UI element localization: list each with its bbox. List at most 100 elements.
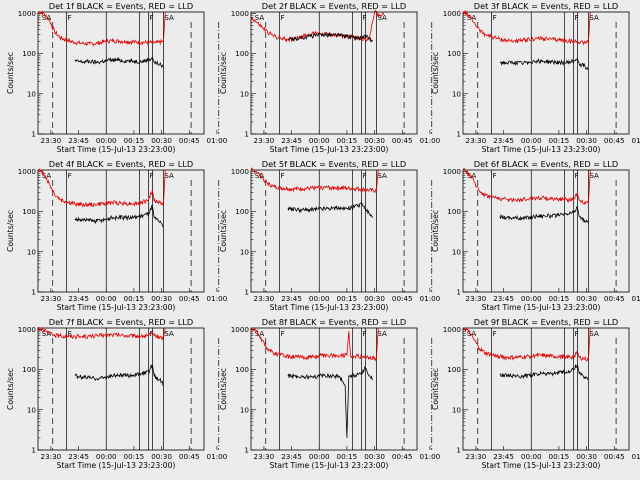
x-tick-label: 23:30 — [41, 136, 62, 145]
plot-frame — [462, 11, 630, 135]
x-axis-label: Start Time (15-Jul-13 23:23:00) — [482, 461, 601, 470]
y-tick-label: 10 — [240, 247, 250, 256]
x-tick-label: 00:00 — [309, 294, 330, 303]
x-tick-label: 23:45 — [493, 294, 514, 303]
x-axis-label: Start Time (15-Jul-13 23:23:00) — [57, 303, 176, 312]
y-tick-label: 1000 — [18, 167, 37, 176]
flag-label: SA — [164, 172, 174, 180]
y-tick-label: 100 — [22, 365, 36, 374]
x-tick-label: 00:00 — [521, 294, 542, 303]
flag-label: F — [68, 330, 72, 338]
x-tick-label: 23:45 — [493, 136, 514, 145]
x-tick-label: 01:00 — [420, 294, 441, 303]
y-axis-label: Counts/sec — [219, 210, 228, 252]
plot-frame — [37, 11, 205, 135]
x-tick-label: 00:45 — [392, 136, 413, 145]
x-tick-label: 00:15 — [337, 452, 358, 461]
x-tick-label: 00:15 — [124, 294, 145, 303]
plot-frame — [462, 169, 630, 293]
y-tick-label: 1000 — [443, 167, 462, 176]
x-tick-label: 01:00 — [420, 136, 441, 145]
series-events-line — [287, 32, 374, 43]
series-events-line — [74, 363, 164, 386]
y-tick-label: 100 — [235, 365, 249, 374]
x-tick-label: 00:45 — [604, 294, 625, 303]
x-tick-label: 00:30 — [576, 136, 597, 145]
flag-label: SA — [255, 172, 265, 180]
series-events-line — [499, 57, 589, 70]
flag-label: F — [281, 172, 285, 180]
panel-det-8: Det 8f BLACK = Events, RED = LLD Counts/s… — [219, 317, 441, 470]
flag-label: F — [493, 330, 497, 338]
x-tick-label: 00:00 — [521, 136, 542, 145]
series-lld-line — [462, 168, 591, 205]
x-tick-label: 00:45 — [604, 452, 625, 461]
x-tick-label: 00:30 — [576, 452, 597, 461]
x-axis-label: Start Time (15-Jul-13 23:23:00) — [270, 145, 389, 154]
x-tick-label: 00:15 — [124, 452, 145, 461]
x-tick-label: 01:00 — [207, 294, 228, 303]
y-tick-label: 1000 — [231, 167, 250, 176]
x-tick-label: 23:45 — [281, 452, 302, 461]
flag-label: F — [150, 330, 154, 338]
series-lld-line — [37, 10, 166, 47]
plot-frame — [462, 327, 630, 451]
y-tick-label: 1000 — [231, 325, 250, 334]
y-tick-label: 1 — [244, 130, 249, 139]
y-tick-label: 1000 — [443, 325, 462, 334]
x-axis-label: Start Time (15-Jul-13 23:23:00) — [482, 303, 601, 312]
x-tick-label: 00:45 — [392, 294, 413, 303]
x-tick-label: 23:45 — [68, 294, 89, 303]
plot-frame — [250, 327, 418, 451]
panel-title: Det 7f BLACK = Events, RED = LLD — [49, 317, 193, 327]
y-tick-label: 1000 — [443, 9, 462, 18]
panel-det-2: Det 2f BLACK = Events, RED = LLD Counts/s… — [219, 1, 441, 154]
panel-title: Det 3f BLACK = Events, RED = LLD — [474, 1, 618, 11]
y-tick-label: 1 — [31, 288, 36, 297]
x-tick-label: 00:15 — [337, 136, 358, 145]
x-tick-label: 00:30 — [364, 294, 385, 303]
x-tick-label: 00:15 — [549, 136, 570, 145]
y-tick-label: 1 — [456, 288, 461, 297]
x-tick-label: 23:45 — [281, 136, 302, 145]
plot-frame — [37, 327, 205, 451]
x-tick-label: 01:00 — [207, 136, 228, 145]
x-tick-label: 23:30 — [254, 136, 275, 145]
flag-label: F — [281, 14, 285, 22]
series-events-line — [499, 206, 589, 224]
panel-det-3: Det 3f BLACK = Events, RED = LLD Counts/s… — [431, 1, 640, 154]
x-tick-label: 23:30 — [41, 452, 62, 461]
x-tick-label: 00:30 — [151, 452, 172, 461]
x-tick-label: 00:30 — [151, 136, 172, 145]
plot-frame — [250, 11, 418, 135]
series-events-line — [74, 205, 164, 228]
y-tick-label: 1 — [456, 446, 461, 455]
x-tick-label: 00:30 — [364, 136, 385, 145]
y-tick-label: 1 — [31, 130, 36, 139]
y-tick-label: 100 — [235, 49, 249, 58]
flag-label: F — [150, 14, 154, 22]
x-tick-label: 00:00 — [309, 452, 330, 461]
flag-label: SA — [377, 14, 387, 22]
x-tick-label: 23:30 — [254, 294, 275, 303]
flag-label: SA — [42, 172, 52, 180]
y-axis-label: Counts/sec — [431, 368, 440, 410]
x-tick-label: 23:30 — [41, 294, 62, 303]
series-lld-line — [462, 9, 591, 46]
x-tick-label: 00:00 — [309, 136, 330, 145]
flag-label: SA — [255, 330, 265, 338]
flag-label: F — [363, 330, 367, 338]
x-axis-label: Start Time (15-Jul-13 23:23:00) — [482, 145, 601, 154]
x-axis-label: Start Time (15-Jul-13 23:23:00) — [270, 461, 389, 470]
series-lld-line — [250, 327, 379, 362]
x-tick-label: 23:30 — [466, 294, 487, 303]
y-tick-label: 1 — [31, 446, 36, 455]
x-tick-label: 00:45 — [604, 136, 625, 145]
y-axis-label: Counts/sec — [6, 210, 15, 252]
y-tick-label: 10 — [27, 405, 37, 414]
y-axis-label: Counts/sec — [219, 368, 228, 410]
flag-label: F — [363, 172, 367, 180]
flag-label: SA — [255, 14, 265, 22]
y-tick-label: 100 — [447, 365, 461, 374]
x-tick-label: 23:30 — [466, 136, 487, 145]
